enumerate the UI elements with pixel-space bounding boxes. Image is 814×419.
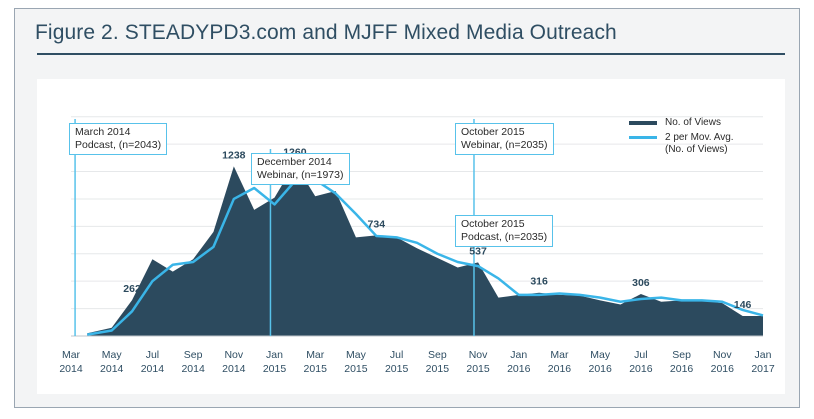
x-tick-label-year: 2016 bbox=[670, 363, 694, 375]
legend-item-views: No. of Views bbox=[629, 117, 777, 129]
x-tick-label-month: Jan bbox=[755, 349, 772, 361]
x-tick-label-month: May bbox=[590, 349, 611, 361]
annotation-october-2015-webinar: October 2015 Webinar, (n=2035) bbox=[455, 123, 554, 155]
x-tick-label-month: Mar bbox=[62, 349, 81, 361]
figure-frame: Figure 2. STEADYPD3.com and MJFF Mixed M… bbox=[14, 8, 800, 408]
x-tick-label-year: 2015 bbox=[426, 363, 450, 375]
x-tick-label-year: 2015 bbox=[466, 363, 490, 375]
legend-swatch-moving-average bbox=[629, 136, 657, 139]
chart-legend: No. of Views 2 per Mov. Avg. (No. of Vie… bbox=[629, 117, 777, 159]
x-tick-label-year: 2014 bbox=[222, 363, 246, 375]
title-rule bbox=[37, 53, 785, 55]
chart-panel: 262123812601058734537316306146Mar2014May… bbox=[37, 79, 785, 394]
legend-swatch-views bbox=[629, 121, 657, 125]
x-tick-label-year: 2016 bbox=[507, 363, 531, 375]
x-tick-label-month: Sep bbox=[672, 349, 691, 361]
x-tick-label-year: 2015 bbox=[263, 363, 287, 375]
x-tick-label-month: Jul bbox=[634, 349, 647, 361]
x-tick-label-year: 2015 bbox=[385, 363, 409, 375]
annotation-date: October 2015 bbox=[461, 218, 525, 230]
annotation-date: March 2014 bbox=[75, 126, 131, 138]
x-tick-label-month: Jan bbox=[510, 349, 527, 361]
annotation-detail: Podcast, (n=2035) bbox=[461, 231, 548, 243]
annotation-date: December 2014 bbox=[257, 156, 332, 168]
x-tick-label-year: 2017 bbox=[751, 363, 775, 375]
x-tick-label-month: Nov bbox=[713, 349, 732, 361]
x-tick-label-year: 2014 bbox=[100, 363, 124, 375]
data-label: 316 bbox=[530, 276, 548, 288]
legend-item-moving-average: 2 per Mov. Avg. (No. of Views) bbox=[629, 132, 777, 156]
data-label: 306 bbox=[632, 277, 650, 289]
annotation-detail: Podcast, (n=2043) bbox=[75, 139, 162, 151]
data-label: 146 bbox=[734, 299, 752, 311]
annotation-detail: Webinar, (n=1973) bbox=[257, 169, 344, 181]
annotation-october-2015-podcast: October 2015 Podcast, (n=2035) bbox=[455, 215, 554, 247]
x-tick-label-year: 2016 bbox=[588, 363, 612, 375]
data-label: 734 bbox=[368, 218, 386, 230]
x-tick-label-year: 2016 bbox=[711, 363, 735, 375]
x-tick-label-year: 2015 bbox=[304, 363, 328, 375]
data-label: 537 bbox=[469, 245, 487, 257]
figure-title: Figure 2. STEADYPD3.com and MJFF Mixed M… bbox=[35, 21, 617, 44]
x-tick-label-month: May bbox=[346, 349, 367, 361]
x-tick-label-month: Sep bbox=[184, 349, 203, 361]
legend-label-line1: 2 per Mov. Avg. bbox=[665, 132, 734, 143]
x-tick-label-month: Nov bbox=[224, 349, 243, 361]
series-area-views bbox=[87, 163, 763, 336]
data-label: 1238 bbox=[222, 149, 246, 161]
legend-label-moving-average: 2 per Mov. Avg. (No. of Views) bbox=[665, 132, 777, 156]
x-tick-label-month: Sep bbox=[428, 349, 447, 361]
x-tick-label-month: Jan bbox=[266, 349, 283, 361]
legend-label-views: No. of Views bbox=[665, 117, 721, 128]
x-tick-label-year: 2014 bbox=[59, 363, 83, 375]
series-line-moving-average bbox=[87, 178, 764, 336]
x-tick-label-month: Mar bbox=[306, 349, 325, 361]
x-tick-label-year: 2014 bbox=[141, 363, 165, 375]
data-label: 262 bbox=[123, 283, 141, 295]
x-tick-label-year: 2016 bbox=[548, 363, 572, 375]
annotation-date: October 2015 bbox=[461, 126, 525, 138]
x-tick-label-year: 2015 bbox=[344, 363, 368, 375]
x-tick-label-month: Jul bbox=[390, 349, 403, 361]
x-tick-label-month: Mar bbox=[550, 349, 569, 361]
legend-label-line2: (No. of Views) bbox=[665, 144, 728, 155]
chart-svg: 262123812601058734537316306146Mar2014May… bbox=[59, 116, 775, 375]
annotation-december-2014-webinar: December 2014 Webinar, (n=1973) bbox=[251, 153, 350, 185]
x-tick-label-month: Nov bbox=[469, 349, 488, 361]
x-tick-label-year: 2014 bbox=[181, 363, 205, 375]
annotation-march-2014-podcast: March 2014 Podcast, (n=2043) bbox=[69, 123, 168, 155]
x-tick-label-year: 2016 bbox=[629, 363, 653, 375]
annotation-detail: Webinar, (n=2035) bbox=[461, 139, 548, 151]
x-tick-label-month: May bbox=[102, 349, 123, 361]
x-tick-label-month: Jul bbox=[146, 349, 159, 361]
